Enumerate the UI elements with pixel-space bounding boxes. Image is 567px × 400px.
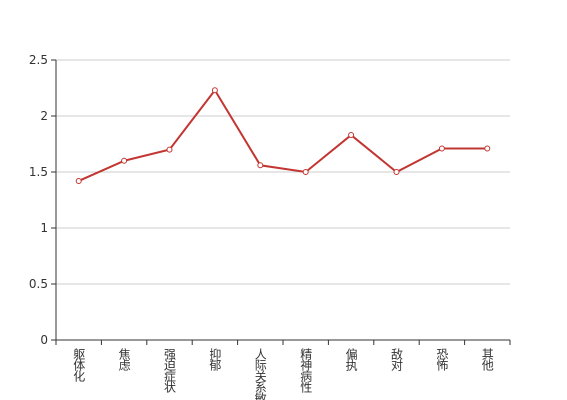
x-tick-label: 人际关系敏感 <box>253 348 267 400</box>
point <box>211 87 218 94</box>
point <box>302 169 309 175</box>
x-tick-label: 精神病性 <box>299 348 313 394</box>
x-tick-label: 恐怖 <box>435 348 449 371</box>
point <box>348 132 355 139</box>
x-tick-label: 强迫症状 <box>163 348 177 393</box>
point <box>121 157 128 164</box>
y-tick-label: 2 <box>40 109 48 123</box>
x-tick-label: 偏执 <box>344 347 358 372</box>
line <box>78 88 488 182</box>
x-tick-label: 抑郁 <box>208 347 222 372</box>
x-tick-label: 敌对 <box>390 347 404 371</box>
point <box>438 145 445 152</box>
x-tick-label: 躯体化 <box>72 347 86 383</box>
x-tick-label: 其他 <box>480 348 494 371</box>
y-tick-label: 0 <box>40 333 48 347</box>
point <box>393 169 400 175</box>
y-tick-label: 1.5 <box>29 165 48 179</box>
y-tick-label: 1 <box>40 221 48 235</box>
point <box>166 146 173 153</box>
point <box>257 162 264 169</box>
point <box>484 145 491 152</box>
y-tick-label: 0.5 <box>29 277 48 291</box>
point <box>75 177 82 184</box>
y-tick-label: 2.5 <box>29 53 48 67</box>
x-tick-label: 焦虑 <box>117 348 131 371</box>
